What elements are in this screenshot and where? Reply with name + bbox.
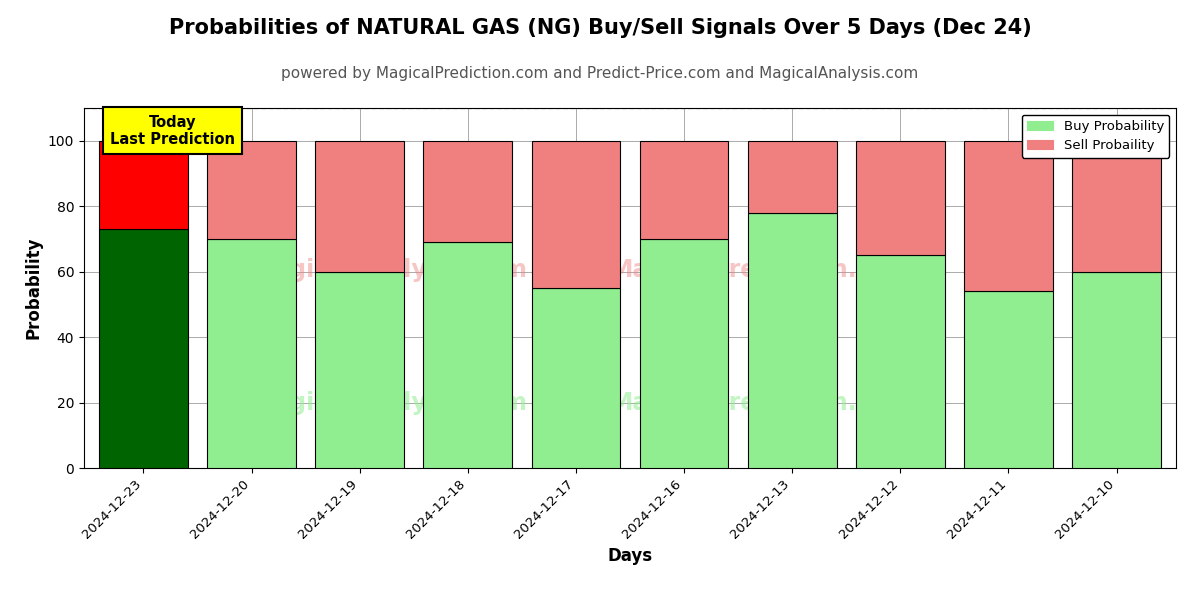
Y-axis label: Probability: Probability: [24, 237, 42, 339]
Bar: [964, 141, 1052, 291]
Bar: [100, 229, 187, 468]
Bar: [424, 242, 512, 468]
Bar: [1073, 272, 1160, 468]
Text: powered by MagicalPrediction.com and Predict-Price.com and MagicalAnalysis.com: powered by MagicalPrediction.com and Pre…: [281, 66, 919, 81]
Text: MagicalPrediction.com: MagicalPrediction.com: [610, 258, 912, 282]
Bar: [532, 288, 620, 468]
Bar: [748, 141, 836, 213]
Bar: [748, 213, 836, 468]
X-axis label: Days: Days: [607, 547, 653, 565]
Bar: [964, 291, 1052, 468]
Bar: [424, 141, 512, 242]
Bar: [856, 255, 944, 468]
Text: MagicalPrediction.com: MagicalPrediction.com: [610, 391, 912, 415]
Text: MagicalAnalysis.com: MagicalAnalysis.com: [251, 258, 528, 282]
Bar: [316, 272, 404, 468]
Bar: [316, 141, 404, 272]
Bar: [856, 141, 944, 255]
Legend: Buy Probability, Sell Probaility: Buy Probability, Sell Probaility: [1021, 115, 1170, 158]
Bar: [1073, 141, 1160, 272]
Bar: [208, 239, 296, 468]
Bar: [100, 141, 187, 229]
Bar: [640, 141, 728, 239]
Bar: [208, 141, 296, 239]
Text: Probabilities of NATURAL GAS (NG) Buy/Sell Signals Over 5 Days (Dec 24): Probabilities of NATURAL GAS (NG) Buy/Se…: [169, 18, 1031, 38]
Text: MagicalAnalysis.com: MagicalAnalysis.com: [251, 391, 528, 415]
Bar: [640, 239, 728, 468]
Text: Today
Last Prediction: Today Last Prediction: [110, 115, 235, 147]
Bar: [532, 141, 620, 288]
